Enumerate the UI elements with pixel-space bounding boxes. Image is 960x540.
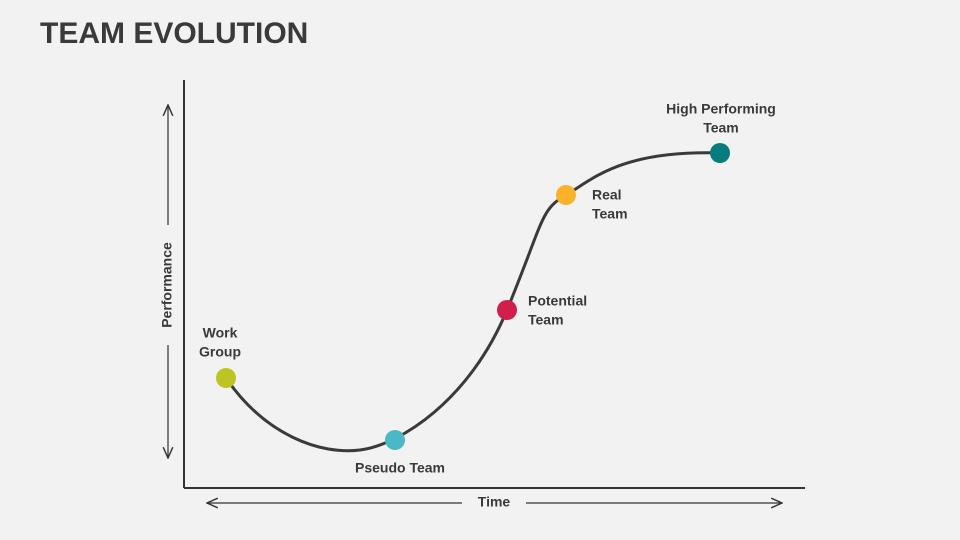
node-dot <box>385 430 405 450</box>
curve <box>224 151 721 453</box>
y-axis-label: Performance <box>159 242 175 328</box>
node-label: Group <box>199 344 241 360</box>
node-label: Real <box>592 187 622 203</box>
node-label: Work <box>203 325 238 341</box>
node-label: Potential <box>528 293 587 309</box>
node-label: High Performing <box>666 101 776 117</box>
x-axis-label: Time <box>478 494 511 510</box>
node-label: Team <box>528 312 564 328</box>
node-dot <box>497 300 517 320</box>
title: TEAM EVOLUTION <box>40 17 308 50</box>
node-label: Pseudo Team <box>355 460 445 476</box>
node-label: Team <box>703 120 739 136</box>
node-dot <box>556 185 576 205</box>
node-dot <box>216 368 236 388</box>
node-dot <box>710 143 730 163</box>
node-label: Team <box>592 206 628 222</box>
